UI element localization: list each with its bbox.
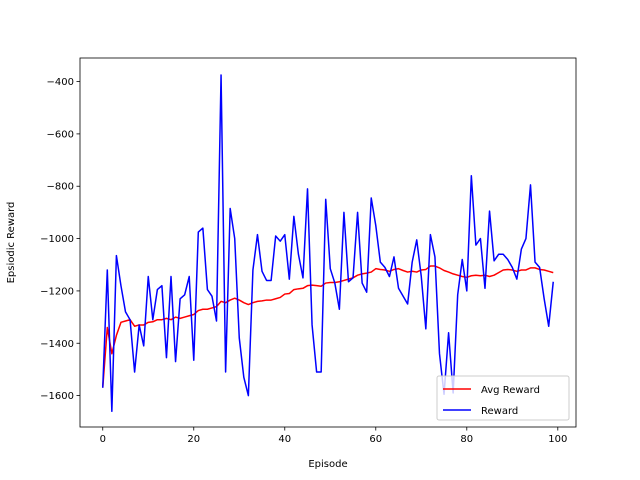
y-tick-label: −1200 — [40, 286, 74, 297]
y-tick-label: −800 — [47, 182, 74, 193]
y-tick-label: −600 — [47, 129, 74, 140]
y-axis-label: Epsiodic Reward — [6, 202, 17, 284]
series-layer — [102, 74, 554, 413]
x-tick-label: 40 — [278, 434, 291, 445]
x-tick-label: 60 — [369, 434, 382, 445]
legend-label-avg-reward: Avg Reward — [481, 385, 540, 396]
y-tick-label: −400 — [47, 77, 74, 88]
x-axis-ticks: 0 20 40 60 80 100 — [100, 427, 567, 445]
plot-area — [79, 57, 577, 428]
legend: Avg Reward Reward — [436, 375, 570, 421]
x-tick-label: 0 — [100, 434, 106, 445]
plot-border — [79, 57, 577, 428]
y-axis-ticks: −1600 −1400 −1200 −1000 −800 −600 −400 — [40, 77, 80, 402]
x-tick-label: 20 — [187, 434, 200, 445]
legend-box — [436, 375, 570, 421]
y-tick-label: −1600 — [40, 391, 74, 402]
y-tick-label: −1000 — [40, 234, 74, 245]
series-line-1 — [102, 74, 554, 413]
x-tick-label: 100 — [548, 434, 567, 445]
x-axis-label: Episode — [308, 459, 347, 470]
x-tick-label: 80 — [460, 434, 473, 445]
legend-label-reward: Reward — [481, 406, 518, 417]
y-tick-label: −1400 — [40, 339, 74, 350]
series-line-0 — [102, 265, 554, 388]
